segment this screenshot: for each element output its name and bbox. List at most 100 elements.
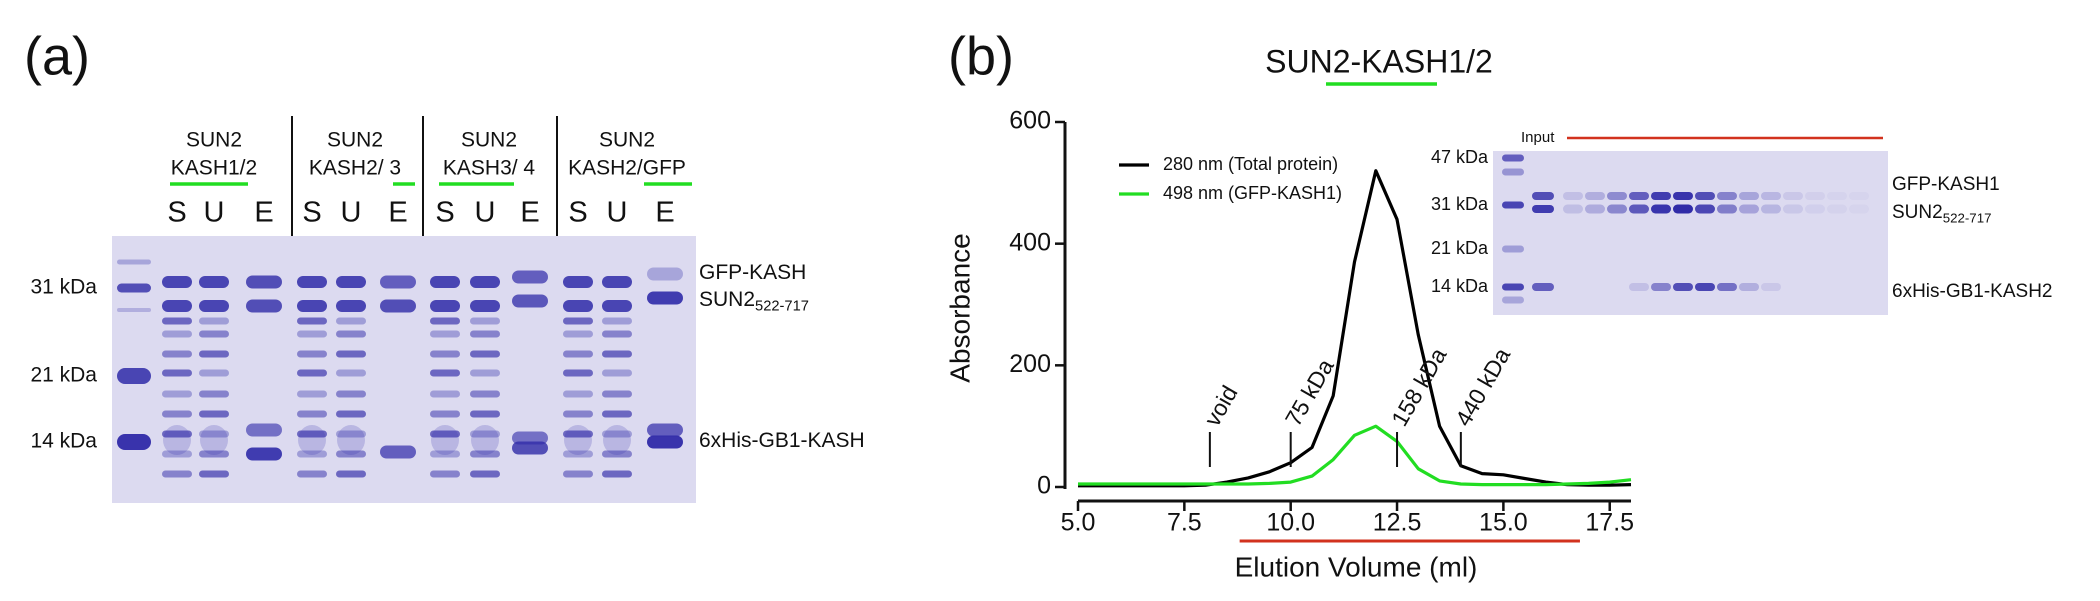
- gel-band: [117, 434, 151, 450]
- gel-band: [297, 430, 327, 438]
- x-tick-label: 7.5: [1167, 509, 1202, 537]
- gel-band: [1502, 201, 1524, 209]
- gel-band: [430, 276, 460, 288]
- gel-band: [1502, 245, 1524, 253]
- gel-band: [1849, 205, 1869, 214]
- y-tick-label: 400: [1009, 228, 1051, 256]
- gel-band: [380, 275, 416, 289]
- band-label: SUN2522-717: [699, 288, 809, 315]
- legend-label: 280 nm (Total protein): [1163, 154, 1338, 174]
- gel-band: [563, 350, 593, 358]
- legend-label: 498 nm (GFP-KASH1): [1163, 183, 1342, 203]
- inset-band-label: SUN2522-717: [1892, 202, 1992, 225]
- gel-band: [199, 330, 229, 338]
- inset-mw-label: 21 kDa: [1431, 238, 1489, 258]
- gel-band: [1761, 283, 1781, 291]
- inset-mw-label: 31 kDa: [1431, 194, 1489, 214]
- band-label: 6xHis-GB1-KASH: [699, 429, 865, 452]
- gel-band: [647, 423, 683, 437]
- gel-band: [602, 390, 632, 398]
- gel-band: [297, 276, 327, 288]
- gel-band: [563, 276, 593, 288]
- gel-band: [1532, 283, 1554, 291]
- gel-band: [297, 450, 327, 458]
- y-tick-label: 600: [1009, 107, 1051, 135]
- gel-band: [563, 369, 593, 377]
- gel-band: [336, 369, 366, 377]
- gel-band: [336, 430, 366, 438]
- gel-band: [1739, 192, 1759, 200]
- mw-marker-label: 31 kDa: [30, 276, 97, 299]
- gel-band: [162, 410, 192, 418]
- gel-band: [430, 369, 460, 377]
- gel-band: [162, 470, 192, 478]
- gel-band: [512, 294, 548, 308]
- gel-band: [1629, 204, 1649, 214]
- gel-band: [512, 270, 548, 284]
- gel-band: [602, 300, 632, 312]
- inset-band-label-text: 6xHis-GB1-KASH2: [1892, 281, 2053, 302]
- gel-band: [199, 470, 229, 478]
- gel-band: [563, 470, 593, 478]
- gel-band: [199, 300, 229, 312]
- gel-band: [1563, 192, 1583, 200]
- lane-label: U: [341, 197, 362, 229]
- y-axis-label: Absorbance: [944, 233, 975, 382]
- lane-label: E: [520, 197, 539, 229]
- gel-band: [162, 276, 192, 288]
- gel-band: [430, 410, 460, 418]
- gel-band: [602, 317, 632, 325]
- gel-band: [647, 435, 683, 449]
- gel-band: [162, 330, 192, 338]
- gel-band: [1805, 204, 1825, 214]
- gel-band: [162, 450, 192, 458]
- gel-band: [336, 470, 366, 478]
- gel-band: [602, 369, 632, 377]
- gel-band: [1717, 192, 1737, 200]
- gel-band: [470, 410, 500, 418]
- lane-group-label: SUN2: [327, 129, 383, 152]
- gel-band: [470, 470, 500, 478]
- x-tick-label: 17.5: [1585, 509, 1634, 537]
- band-label: GFP-KASH: [699, 261, 806, 284]
- gel-band: [470, 390, 500, 398]
- gel-band: [470, 276, 500, 288]
- gel-band: [1607, 192, 1627, 200]
- gel-band: [430, 430, 460, 438]
- lane-label: S: [302, 197, 321, 229]
- inset-input-label: Input: [1521, 129, 1555, 146]
- gel-band: [246, 423, 282, 437]
- gel-band: [199, 430, 229, 438]
- panel-label: (b): [948, 26, 1014, 86]
- gel-band: [1585, 192, 1605, 200]
- inset-band-label-subscript: 522-717: [1943, 210, 1992, 225]
- band-label-text: GFP-KASH: [699, 261, 806, 284]
- gel-band: [470, 317, 500, 325]
- inset-mw-label: 47 kDa: [1431, 147, 1489, 167]
- gel-band: [603, 425, 631, 455]
- gel-band: [380, 445, 416, 459]
- gel-band: [1761, 204, 1781, 214]
- gel-band: [297, 470, 327, 478]
- gel-band: [1717, 283, 1737, 291]
- gel-band: [563, 317, 593, 325]
- gel-band: [199, 390, 229, 398]
- x-tick-label: 5.0: [1061, 509, 1096, 537]
- gel-band: [1532, 192, 1554, 200]
- gel-band: [470, 350, 500, 358]
- lane-group-label: SUN2: [186, 129, 242, 152]
- gel-band: [1761, 192, 1781, 200]
- gel-band: [1629, 283, 1649, 291]
- panel-label: (a): [24, 26, 90, 86]
- gel-band: [117, 368, 151, 384]
- gel-band: [298, 425, 326, 455]
- x-axis-label: Elution Volume (ml): [1235, 551, 1478, 582]
- x-tick-label: 10.0: [1266, 509, 1315, 537]
- gel-band: [1651, 283, 1671, 291]
- gel-band: [1695, 192, 1715, 200]
- gel-band: [117, 308, 151, 312]
- gel-band: [1502, 283, 1524, 291]
- gel-band: [162, 300, 192, 312]
- lane-group-label: KASH3/ 4: [443, 157, 536, 180]
- gel-band: [297, 350, 327, 358]
